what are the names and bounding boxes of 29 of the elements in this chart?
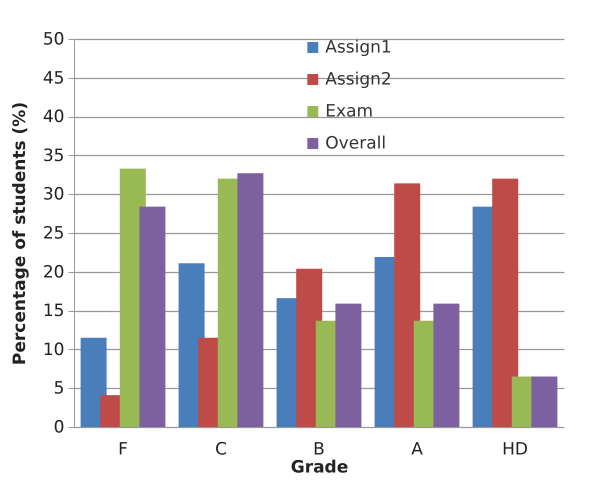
y-tick-label: 50 [42, 30, 64, 50]
y-tick-label: 35 [42, 146, 64, 166]
y-tick-label: 25 [42, 224, 64, 244]
y-tick-label: 15 [42, 301, 64, 322]
bar [80, 338, 107, 427]
x-tick-label: B [313, 440, 325, 460]
y-tick-label: 10 [42, 340, 64, 360]
bar [237, 173, 264, 427]
legend-label: Assign2 [325, 70, 392, 90]
legend-label: Overall [325, 134, 386, 154]
x-tick-label: HD [502, 440, 528, 460]
bar [433, 304, 460, 427]
y-tick-label: 40 [42, 107, 64, 128]
y-tick-label: 20 [42, 262, 64, 282]
legend-label: Exam [325, 102, 374, 122]
bar [139, 206, 166, 427]
x-tick-label: A [411, 440, 424, 460]
legend-label: Assign1 [325, 38, 392, 58]
y-tick-label: 5 [54, 378, 64, 399]
y-tick-label: 45 [42, 68, 64, 88]
bar [335, 304, 362, 427]
bar [492, 178, 518, 427]
x-tick-label: C [215, 440, 227, 460]
x-tick-label: F [118, 440, 128, 460]
x-axis-title: Grade [290, 458, 348, 478]
y-tick-label: 0 [54, 418, 64, 438]
y-tick-label: 30 [42, 184, 64, 205]
bar [531, 376, 558, 427]
y-axis-title: Percentage of students (%) [10, 102, 30, 366]
